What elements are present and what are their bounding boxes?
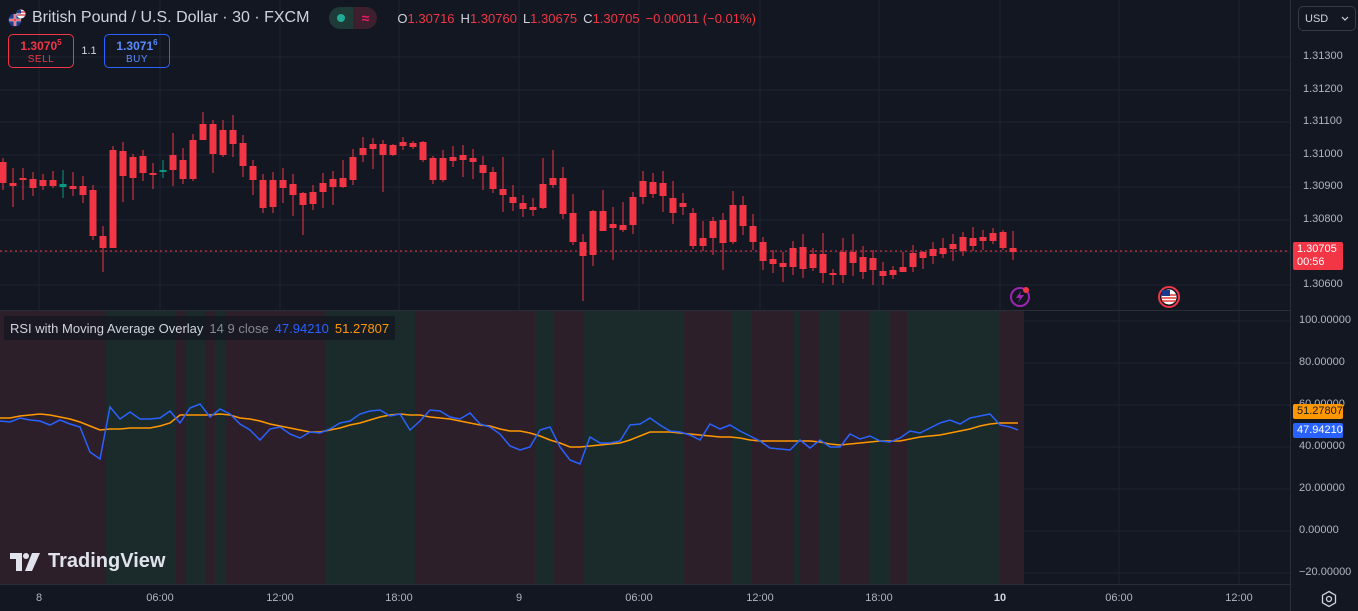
current-price: 1.30705	[1297, 243, 1337, 255]
sell-label: SELL	[27, 54, 55, 65]
change-value: −0.00011 (−0.01%)	[645, 10, 756, 26]
logo-text: TradingView	[48, 550, 166, 572]
gbpusd-flag-icon	[8, 9, 26, 27]
price-tick-label: 1.31200	[1303, 83, 1343, 95]
price-tick-label: 1.30800	[1303, 213, 1343, 225]
trade-panel: 1.30705 SELL 1.1 1.30716 BUY	[8, 34, 170, 68]
ma-value: 51.27807	[334, 320, 390, 336]
pane-divider[interactable]	[0, 310, 1358, 311]
time-tick-label: 12:00	[746, 592, 774, 604]
indicator-title: RSI with Moving Average Overlay	[10, 320, 204, 336]
symbol-header: British Pound / U.S. Dollar · 30 · FXCM …	[8, 6, 756, 30]
buy-label: BUY	[125, 54, 149, 65]
symbol-title[interactable]: British Pound / U.S. Dollar · 30 · FXCM	[32, 9, 310, 26]
currency-value: USD	[1305, 12, 1329, 25]
time-tick-label: 9	[515, 592, 523, 604]
rsi-tick-label: 100.00000	[1299, 314, 1351, 326]
bar-countdown: 00:56	[1297, 256, 1325, 268]
sell-price-pip: 5	[57, 38, 62, 47]
time-tick-label: 10	[993, 592, 1007, 604]
close-value: 1.30705	[592, 10, 640, 26]
price-axis[interactable]: 1.31300 1.31200 1.31100 1.31000 1.30900 1.308…	[1290, 0, 1358, 611]
price-tick-label: 1.31100	[1303, 115, 1342, 127]
currency-selector[interactable]: USD	[1298, 6, 1356, 31]
rsi-tick-label: 80.00000	[1299, 356, 1345, 368]
rsi-tick-label: 40.00000	[1299, 440, 1345, 452]
rsi-tick-label: −20.00000	[1299, 566, 1352, 578]
sell-price: 1.3070	[20, 39, 58, 53]
price-tick-label: 1.30600	[1303, 278, 1343, 290]
time-tick-label: 12:00	[266, 592, 294, 604]
price-tick-label: 1.31000	[1303, 148, 1343, 160]
time-tick-label: 18:00	[385, 592, 413, 604]
tradingview-logo[interactable]: TradingView	[10, 550, 165, 573]
green-dot-icon	[337, 14, 346, 22]
wave-icon: ≈	[353, 7, 378, 29]
current-price-tag: 1.30705 00:56	[1293, 242, 1343, 270]
us-economic-event-icon[interactable]	[1158, 286, 1180, 308]
chart-canvas[interactable]	[0, 0, 1290, 584]
buy-button[interactable]: 1.30716 BUY	[104, 34, 170, 68]
rsi-tick-label: 0.00000	[1299, 524, 1339, 536]
time-tick-label: 8	[35, 592, 43, 604]
rsi-value: 47.94210	[274, 320, 329, 336]
lightning-event-icon[interactable]	[1009, 286, 1031, 308]
rsi-value-tag: 47.94210	[1293, 423, 1343, 438]
chevron-down-icon	[1341, 16, 1349, 21]
high-value: 1.30760	[469, 10, 517, 26]
market-status[interactable]: ≈	[329, 7, 378, 29]
market-open-indicator	[329, 7, 354, 29]
rsi-indicator-legend[interactable]: RSI with Moving Average Overlay 14 9 clo…	[4, 316, 396, 340]
buy-price: 1.3071	[116, 39, 154, 53]
rsi-tick-label: 20.00000	[1299, 482, 1345, 494]
time-tick-label: 12:00	[1225, 592, 1253, 604]
high-label: H	[460, 10, 470, 26]
time-tick-label: 06:00	[146, 592, 174, 604]
time-tick-label: 06:00	[625, 592, 653, 604]
low-value: 1.30675	[530, 10, 578, 26]
low-label: L	[522, 10, 531, 26]
buy-price-pip: 6	[153, 38, 158, 47]
time-tick-label: 18:00	[865, 592, 893, 604]
price-tick-label: 1.31300	[1303, 50, 1343, 62]
tv-logo-icon	[10, 552, 40, 571]
sell-button[interactable]: 1.30705 SELL	[8, 34, 74, 68]
ohlc-values: O1.30716 H1.30760 L1.30675 C1.30705 −0.0…	[397, 11, 755, 26]
open-value: 1.30716	[407, 10, 455, 26]
time-axis[interactable]: 8 06:00 12:00 18:00 9 06:00 12:00 18:00 10 06:00 1…	[0, 584, 1290, 611]
spread-value: 1.1	[81, 45, 97, 57]
time-tick-label: 06:00	[1105, 592, 1133, 604]
indicator-params: 14 9 close	[209, 320, 269, 336]
ma-value-tag: 51.27807	[1293, 404, 1343, 419]
open-label: O	[397, 10, 408, 26]
settings-gear-icon[interactable]	[1320, 590, 1338, 608]
price-tick-label: 1.30900	[1303, 180, 1343, 192]
close-label: C	[583, 10, 593, 26]
